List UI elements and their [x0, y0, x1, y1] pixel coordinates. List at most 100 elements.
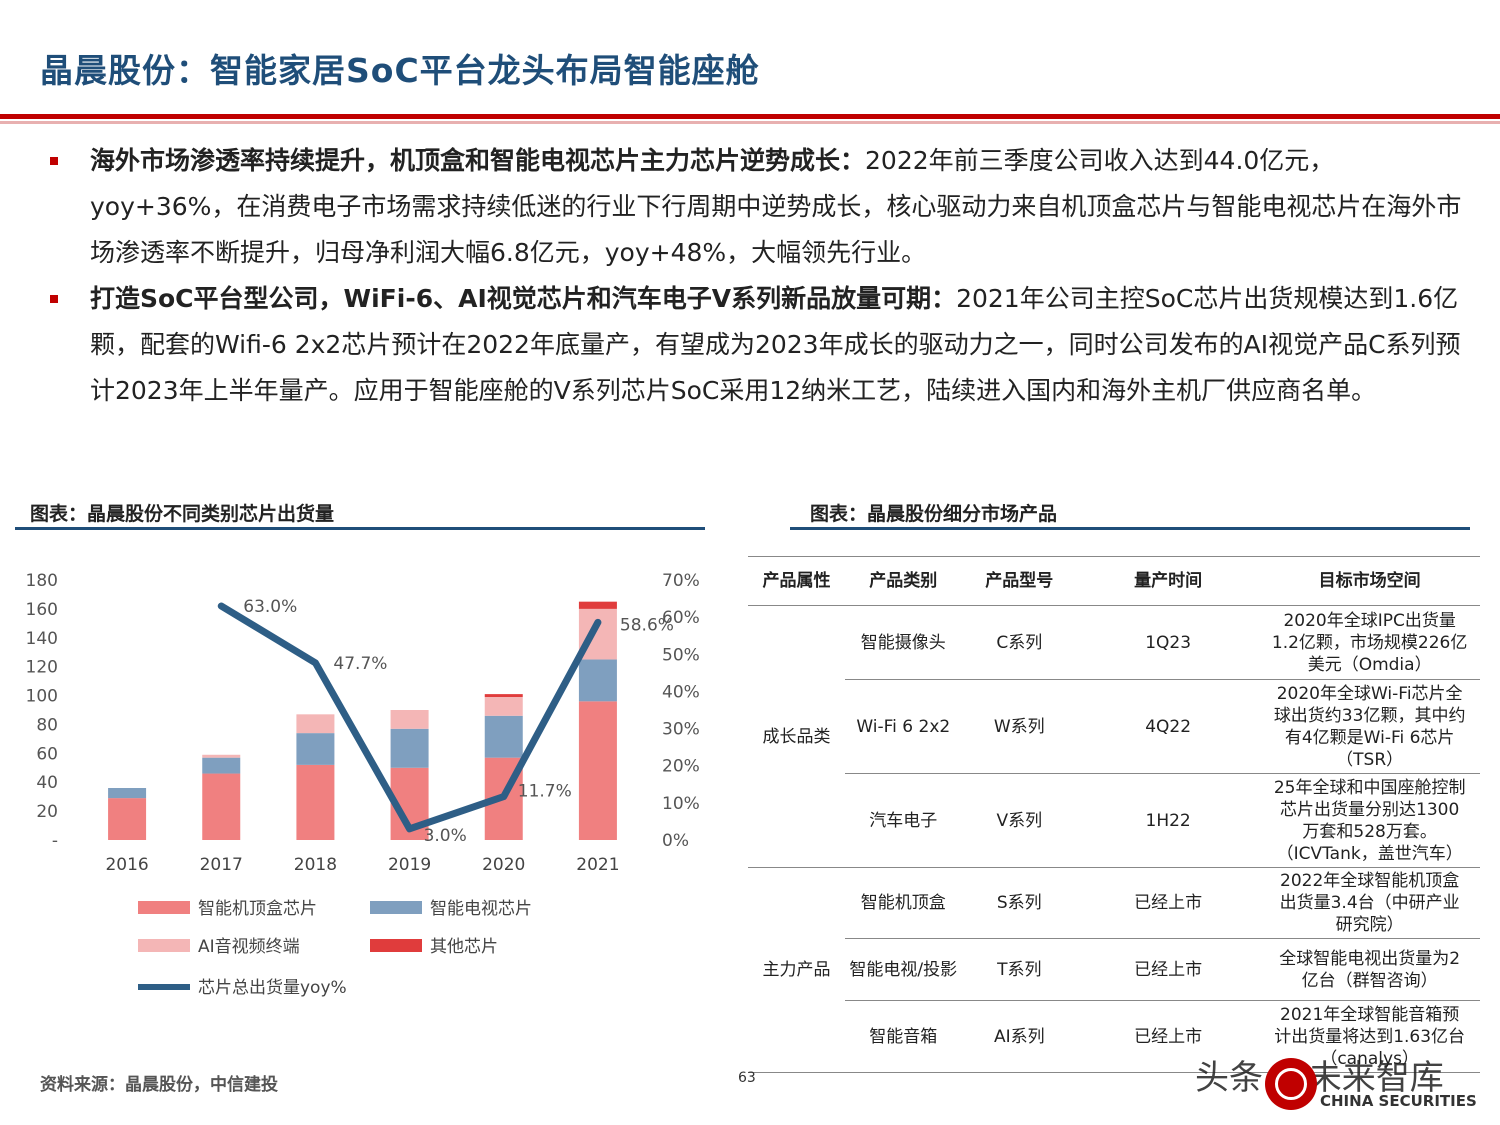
table-row: Wi-Fi 6 2x2 W系列 4Q22 2020年全球Wi-Fi芯片全 球出货约33亿…: [748, 679, 1480, 774]
target-market-line: 计出货量将达到1.63亿台: [1274, 1026, 1466, 1047]
target-market-line: （TSR）: [1336, 749, 1404, 770]
bar-segment: [296, 733, 335, 765]
page-title: 晶晨股份：智能家居SoC平台龙头布局智能座舱: [40, 51, 760, 90]
x-tick-label: 2018: [294, 855, 337, 875]
target-market-line: 2020年全球Wi-Fi芯片全: [1276, 683, 1463, 704]
page-number: 63: [738, 1070, 756, 1086]
y2-tick-label: 30%: [662, 720, 700, 740]
target-market-line: 研究院）: [1335, 915, 1404, 935]
y2-tick-label: 40%: [662, 682, 700, 702]
table-header-cell: 产品属性: [748, 556, 845, 606]
bar-segment: [578, 659, 617, 702]
target-market-line: 万套和528万套。: [1302, 821, 1437, 842]
y-tick-label: 120: [26, 658, 58, 678]
table-title-rule: [790, 527, 1470, 530]
bar-segment: [202, 773, 241, 840]
target-market-line: 2020年全球IPC出货量: [1283, 610, 1456, 631]
legend-label: 其他芯片: [430, 937, 498, 957]
y-tick-label: 100: [26, 687, 58, 707]
target-market-cell: 全球智能电视出货量为2 亿台（群智咨询）: [1259, 938, 1480, 1001]
title-divider-light: [0, 121, 1500, 124]
bar-segment: [108, 788, 147, 799]
y-tick-label: -: [52, 831, 58, 851]
target-market-line: （canalys）: [1320, 1048, 1419, 1069]
bar-segment: [296, 764, 335, 840]
legend-label: 智能机顶盒芯片: [198, 899, 317, 919]
target-market-cell: 2020年全球IPC出货量 1.2亿颗，市场规模226亿 美元（Omdia）: [1259, 605, 1480, 680]
bullet-text: 2021年公司主控SoC芯片出货规模达到1.6亿颗，配套的Wifi-6 2x2芯…: [90, 284, 1461, 405]
target-market-line: （ICVTank，盖世汽车）: [1276, 843, 1463, 864]
yoy-data-label: 47.7%: [333, 654, 387, 674]
target-market-line: 全球智能电视出货量为2: [1279, 948, 1461, 969]
product-attribute-cell: 主力产品: [748, 867, 845, 1073]
y-tick-label: 60: [36, 744, 58, 764]
bar-segment: [484, 715, 523, 758]
y-tick-label: 180: [26, 571, 58, 591]
table-header-cell: 量产时间: [1077, 556, 1260, 606]
brand-name: CHINA SECURITIES: [1320, 1092, 1477, 1110]
target-market-line: 2021年全球智能音箱预: [1280, 1004, 1460, 1025]
target-market-line: 出货量3.4台（中研产业: [1279, 893, 1460, 913]
yoy-line: [217, 602, 602, 833]
legend-swatch: [138, 939, 190, 952]
legend-label: 芯片总出货量yoy%: [198, 978, 347, 998]
product-model-cell: W系列: [961, 679, 1077, 774]
table-row: 主力产品 智能机顶盒 S系列 已经上市 2022年全球智能机顶盒 出货量3.4台（中研产业…: [748, 867, 1480, 1073]
legend-swatch: [370, 939, 422, 952]
product-model-cell: AI系列: [961, 1000, 1077, 1073]
yoy-data-label: 58.6%: [620, 615, 674, 635]
target-market-cell: 2022年全球智能机顶盒 出货量3.4台（中研产业 研究院）: [1259, 867, 1480, 939]
y-tick-label: 40: [36, 773, 58, 793]
bar-segment: [390, 710, 429, 729]
legend-swatch: [138, 901, 190, 914]
bar-segment: [578, 601, 617, 609]
product-category-cell: 智能摄像头: [844, 605, 962, 680]
production-time-cell: 4Q22: [1077, 679, 1260, 774]
shipment-chart: 180 160 140 120 100 80 60 40 20 - 70% 60% 50% 40% 30% 2…: [26, 571, 700, 998]
legend-swatch: [370, 901, 422, 914]
table-header-cell: 产品型号: [961, 556, 1077, 606]
y-tick-label: 160: [26, 600, 58, 620]
table-header-cell: 产品类别: [844, 556, 962, 606]
y2-tick-label: 70%: [662, 571, 700, 591]
yoy-data-label: 3.0%: [424, 826, 467, 846]
bullet-item: 海外市场渗透率持续提升，机顶盒和智能电视芯片主力芯片逆势成长：2022年前三季度…: [50, 138, 1470, 276]
y2-tick-label: 0%: [662, 831, 689, 851]
bar-segment: [296, 714, 335, 734]
watermark: 头条 @未来智库: [1195, 1058, 1444, 1098]
chart-title-rule: [15, 527, 705, 530]
product-model-cell: T系列: [961, 938, 1077, 1001]
table-row: 汽车电子 V系列 1H22 25年全球和中国座舱控制 芯片出货量分别达1300 万套和52…: [748, 773, 1480, 868]
product-category-cell: 智能机顶盒: [844, 867, 962, 939]
product-model-cell: C系列: [961, 605, 1077, 680]
bullet-list: 海外市场渗透率持续提升，机顶盒和智能电视芯片主力芯片逆势成长：2022年前三季度…: [50, 138, 1470, 414]
y-tick-label: 80: [36, 715, 58, 735]
bullet-item: 打造SoC平台型公司，WiFi-6、AI视觉芯片和汽车电子V系列新品放量可期：2…: [50, 276, 1470, 414]
china-securities-logo-icon: [1265, 1058, 1317, 1110]
product-attribute-cell: 成长品类: [748, 605, 845, 868]
yoy-data-label: 11.7%: [518, 782, 572, 802]
target-market-cell: 25年全球和中国座舱控制 芯片出货量分别达1300 万套和528万套。 （ICVTan…: [1259, 773, 1480, 868]
production-time-cell: 已经上市: [1077, 938, 1260, 1001]
bar-segment: [202, 754, 241, 758]
bar-segment: [108, 798, 147, 840]
bullet-marker-icon: [50, 157, 58, 165]
bar-segment: [202, 757, 241, 774]
bullet-marker-icon: [50, 295, 58, 303]
production-time-cell: 已经上市: [1077, 867, 1260, 939]
table-row: 成长品类 智能摄像头 C系列 1Q23 2020年全球IPC出货量 1.2亿颗，市场规模2…: [748, 605, 1480, 868]
product-category-cell: 汽车电子: [844, 773, 962, 868]
target-market-line: 美元（Omdia）: [1307, 654, 1432, 675]
title-divider: [0, 114, 1500, 119]
target-market-line: 25年全球和中国座舱控制: [1273, 777, 1466, 798]
target-market-cell: 2020年全球Wi-Fi芯片全 球出货约33亿颗，其中约 有4亿颗是Wi-Fi 6芯…: [1259, 679, 1480, 774]
y-tick-label: 140: [26, 629, 58, 649]
product-table: 产品属性 产品类别 产品型号 量产时间 目标市场空间 成长品类 智能摄像头 C系列 1…: [748, 556, 1480, 1073]
yoy-data-label: 63.0%: [243, 597, 297, 617]
target-market-line: 1.2亿颗，市场规模226亿: [1271, 632, 1468, 653]
product-model-cell: V系列: [961, 773, 1077, 868]
bullet-heading: 打造SoC平台型公司，WiFi-6、AI视觉芯片和汽车电子V系列新品放量可期：: [90, 284, 957, 313]
table-row: 智能电视/投影 T系列 已经上市 全球智能电视出货量为2 亿台（群智咨询）: [748, 938, 1480, 1001]
legend-label: AI音视频终端: [198, 937, 300, 957]
target-market-line: 芯片出货量分别达1300: [1280, 799, 1460, 820]
